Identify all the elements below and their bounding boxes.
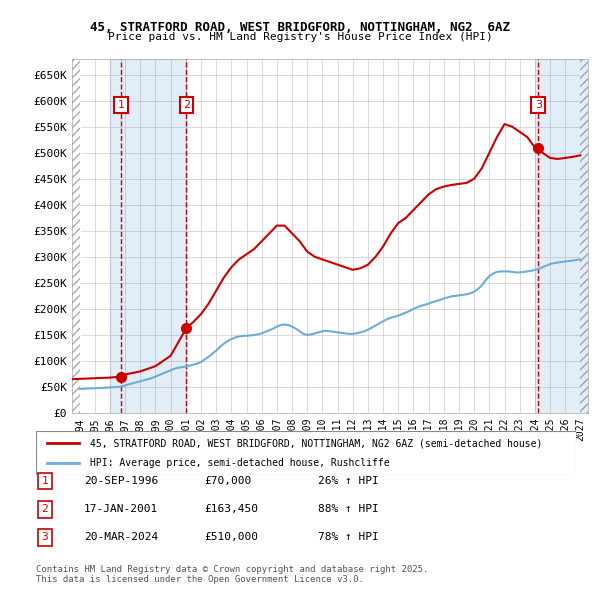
Text: 1: 1 bbox=[41, 476, 49, 486]
Text: 3: 3 bbox=[41, 533, 49, 542]
Bar bbox=[110, 59, 187, 413]
Bar bbox=[72, 59, 80, 413]
Text: 78% ↑ HPI: 78% ↑ HPI bbox=[318, 533, 379, 542]
Text: 20-SEP-1996: 20-SEP-1996 bbox=[84, 476, 158, 486]
Text: 88% ↑ HPI: 88% ↑ HPI bbox=[318, 504, 379, 514]
Bar bbox=[580, 59, 588, 413]
Text: £163,450: £163,450 bbox=[204, 504, 258, 514]
Text: 1: 1 bbox=[118, 100, 124, 110]
Text: HPI: Average price, semi-detached house, Rushcliffe: HPI: Average price, semi-detached house,… bbox=[90, 458, 389, 467]
Text: 2: 2 bbox=[41, 504, 49, 514]
Bar bbox=[72, 59, 80, 413]
Text: £510,000: £510,000 bbox=[204, 533, 258, 542]
Text: Price paid vs. HM Land Registry's House Price Index (HPI): Price paid vs. HM Land Registry's House … bbox=[107, 32, 493, 42]
Text: 2: 2 bbox=[183, 100, 190, 110]
Text: 20-MAR-2024: 20-MAR-2024 bbox=[84, 533, 158, 542]
Text: £70,000: £70,000 bbox=[204, 476, 251, 486]
Bar bbox=[535, 59, 588, 413]
Text: 45, STRATFORD ROAD, WEST BRIDGFORD, NOTTINGHAM, NG2 6AZ (semi-detached house): 45, STRATFORD ROAD, WEST BRIDGFORD, NOTT… bbox=[90, 438, 542, 448]
Text: 3: 3 bbox=[535, 100, 542, 110]
Text: 26% ↑ HPI: 26% ↑ HPI bbox=[318, 476, 379, 486]
FancyBboxPatch shape bbox=[36, 431, 576, 475]
Text: 45, STRATFORD ROAD, WEST BRIDGFORD, NOTTINGHAM, NG2  6AZ: 45, STRATFORD ROAD, WEST BRIDGFORD, NOTT… bbox=[90, 21, 510, 34]
Text: 17-JAN-2001: 17-JAN-2001 bbox=[84, 504, 158, 514]
Text: Contains HM Land Registry data © Crown copyright and database right 2025.
This d: Contains HM Land Registry data © Crown c… bbox=[36, 565, 428, 584]
